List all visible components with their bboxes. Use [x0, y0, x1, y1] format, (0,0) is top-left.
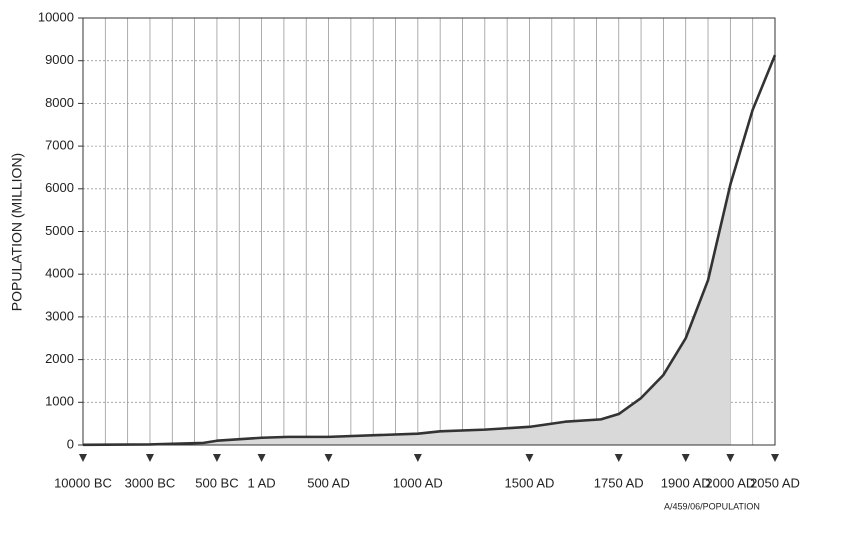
y-tick-label: 3000: [45, 308, 74, 323]
x-tick-label: 1000 AD: [393, 475, 443, 490]
x-tick-label: 1 AD: [247, 475, 275, 490]
y-tick-label: 2000: [45, 351, 74, 366]
x-tick-label: 2000 AD: [705, 475, 755, 490]
footnote: A/459/06/POPULATION: [664, 501, 760, 511]
plot-frame: [82, 17, 776, 446]
x-tick: [257, 454, 266, 462]
x-tick-label: 1750 AD: [594, 475, 644, 490]
x-tick-label: 1500 AD: [505, 475, 555, 490]
x-tick: [525, 454, 534, 462]
y-tick-label: 6000: [45, 180, 74, 195]
x-tick-label: 500 BC: [195, 475, 238, 490]
x-tick: [212, 454, 221, 462]
x-tick: [413, 454, 422, 462]
x-tick: [771, 454, 779, 462]
x-tick-label: 10000 BC: [54, 475, 112, 490]
x-tick: [79, 454, 87, 462]
x-tick-label: 2050 AD: [750, 475, 800, 490]
y-axis-title: POPULATION (MILLION): [9, 153, 25, 311]
line: [82, 54, 777, 447]
y-tick-label: 0: [67, 436, 74, 451]
y-tick-label: 4000: [45, 266, 74, 281]
x-tick: [681, 454, 690, 462]
x-tick: [726, 454, 735, 462]
y-tick-label: 7000: [45, 138, 74, 153]
y-tick-label: 10000: [38, 9, 74, 24]
y-tick-label: 1000: [45, 394, 74, 409]
y-tick-label: 5000: [45, 223, 74, 238]
x-tick: [324, 454, 333, 462]
x-tick-label: 3000 BC: [125, 475, 176, 490]
y-tick-label: 9000: [45, 52, 74, 67]
x-tick-label: 500 AD: [307, 475, 350, 490]
x-tick: [145, 454, 154, 462]
y-tick-label: 8000: [45, 95, 74, 110]
x-tick-label: 1900 AD: [661, 475, 711, 490]
area: [83, 184, 731, 445]
x-tick: [614, 454, 623, 462]
